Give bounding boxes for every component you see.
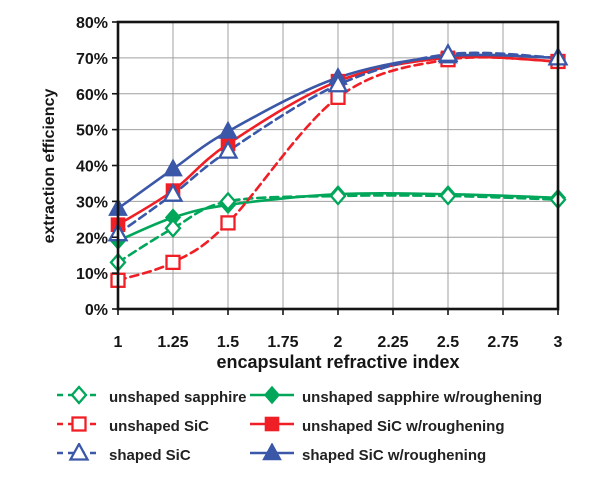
y-tick-label: 60% — [76, 87, 108, 104]
x-tick-label: 1.75 — [267, 334, 298, 351]
filled-diamond-solid-line-icon — [249, 385, 295, 410]
x-tick-label: 1 — [114, 334, 123, 351]
open-triangle-marker — [437, 42, 459, 62]
open-triangle-marker — [162, 182, 184, 202]
y-tick-label: 30% — [76, 194, 108, 211]
x-tick-label: 3 — [554, 334, 563, 351]
open-diamond-marker — [219, 191, 237, 212]
y-tick-label: 0% — [85, 302, 108, 319]
filled-triangle-marker — [218, 120, 238, 139]
legend-label: unshaped sapphire w/roughening — [302, 389, 543, 406]
chart-canvas: 1 1.25 1.5 1.75 2 2.25 2.5 2.75 30%10%20%30%40%5… — [41, 15, 569, 372]
legend-item-unshaped-sapphire-roughening: unshaped sapphire w/roughening — [249, 385, 591, 410]
filled-square-solid-line-icon — [249, 414, 295, 439]
filled-triangle-marker — [163, 158, 183, 177]
legend-label: unshaped SiC — [109, 418, 210, 435]
y-axis-title: extraction efficiency — [41, 89, 58, 244]
legend-label: unshaped sapphire — [109, 389, 247, 406]
legend-marker-canvas — [250, 416, 294, 432]
x-tick-label: 2.75 — [487, 334, 518, 351]
legend-marker-canvas — [57, 385, 101, 405]
grid-layer — [117, 21, 559, 309]
legend-marker-canvas — [57, 416, 101, 432]
chart-legend: unshaped sapphire unshaped sapphire w/ro… — [56, 383, 591, 470]
tick-layer: 1 1.25 1.5 1.75 2 2.25 2.5 2.75 30%10%20%30%40%5… — [76, 15, 563, 351]
open-triangle-marker — [68, 441, 90, 461]
filled-triangle-marker — [262, 442, 282, 461]
legend-marker-canvas — [57, 441, 101, 461]
y-tick-label: 70% — [76, 51, 108, 68]
open-square-marker — [330, 89, 346, 105]
open-diamond-marker — [329, 186, 347, 206]
x-tick-label: 1.5 — [217, 334, 239, 351]
y-tick-label: 10% — [76, 266, 108, 283]
legend-item-unshaped-sapphire: unshaped sapphire — [56, 385, 249, 410]
y-tick-label: 80% — [76, 15, 108, 32]
legend-label: shaped SiC w/roughening — [302, 447, 487, 464]
open-diamond-marker — [164, 218, 182, 239]
open-square-marker — [165, 254, 181, 271]
open-diamond-marker — [70, 385, 88, 405]
legend-item-unshaped-sic-roughening: unshaped SiC w/roughening — [249, 414, 591, 439]
x-tick-label: 2 — [334, 334, 343, 351]
legend-label: unshaped SiC w/roughening — [302, 418, 505, 435]
open-square-marker — [220, 215, 236, 231]
open-diamond-dashed-line-icon — [56, 385, 102, 410]
filled-square-marker — [264, 416, 280, 432]
filled-triangle-solid-line-icon — [249, 442, 295, 468]
legend-marker-canvas — [250, 385, 294, 405]
open-triangle-dashed-line-icon — [56, 441, 102, 468]
legend-item-unshaped-sic: unshaped SiC — [56, 414, 249, 439]
legend-label: shaped SiC — [109, 447, 191, 464]
open-square-marker — [71, 416, 87, 432]
open-triangle-marker — [327, 73, 349, 93]
y-tick-label: 20% — [76, 230, 108, 247]
open-square-dashed-line-icon — [56, 414, 102, 439]
filled-diamond-marker — [263, 385, 281, 405]
y-tick-label: 50% — [76, 123, 108, 140]
x-tick-label: 2.5 — [437, 334, 459, 351]
legend-item-shaped-sic: shaped SiC — [56, 441, 249, 468]
legend-item-shaped-sic-roughening: shaped SiC w/roughening — [249, 442, 591, 468]
x-tick-label: 2.25 — [377, 334, 408, 351]
x-axis-title: encapsulant refractive index — [216, 352, 459, 372]
y-tick-label: 40% — [76, 159, 108, 176]
open-triangle-marker — [217, 139, 239, 159]
open-diamond-marker — [439, 186, 457, 206]
legend-marker-canvas — [250, 442, 294, 461]
x-tick-label: 1.25 — [157, 334, 188, 351]
